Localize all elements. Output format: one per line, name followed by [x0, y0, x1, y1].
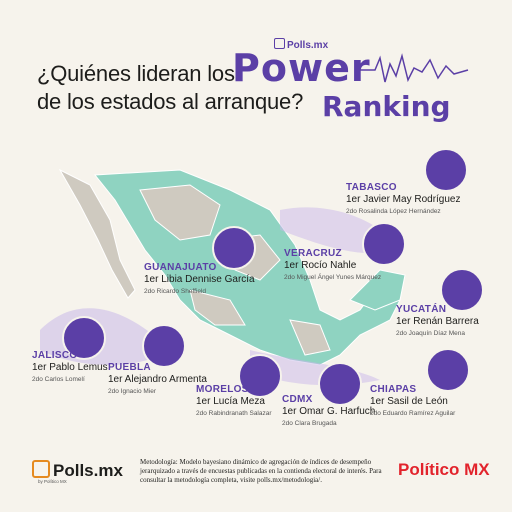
first-place-chiapas: 1er Sasil de León: [370, 396, 448, 407]
second-place-tabasco: 2do Rosalinda López Hernández: [346, 208, 441, 215]
avatar-cdmx: [318, 362, 362, 406]
headline-line1: ¿Quiénes lideran los: [37, 61, 235, 86]
pulse-line-decoration: [360, 53, 469, 83]
polls-logo: Polls.mx: [32, 460, 123, 481]
chart-icon: [32, 460, 50, 478]
second-place-veracruz: 2do Miguel Ángel Yunes Márquez: [284, 274, 382, 281]
methodology-note: Metodología: Modelo bayesiano dinámico d…: [140, 458, 382, 484]
state-label-morelos: MORELOS: [196, 384, 249, 395]
avatar-yucatan: [440, 268, 484, 312]
state-label-veracruz: VERACRUZ: [284, 248, 342, 259]
avatar-guanajuato: [212, 226, 256, 270]
state-label-puebla: PUEBLA: [108, 362, 151, 373]
second-place-guanajuato: 2do Ricardo Sheffield: [144, 288, 207, 295]
second-place-jalisco: 2do Carlos Lomelí: [32, 376, 85, 383]
avatar-veracruz: [362, 222, 406, 266]
state-label-chiapas: CHIAPAS: [370, 384, 417, 395]
first-place-jalisco: 1er Pablo Lemus: [32, 362, 108, 373]
ranking-word: Ranking: [322, 90, 451, 123]
politico-logo: Político MX: [398, 460, 490, 479]
avatar-chiapas: [426, 348, 470, 392]
second-place-chiapas: 2do Eduardo Ramírez Aguilar: [370, 410, 456, 417]
avatar-puebla: [142, 324, 186, 368]
first-place-tabasco: 1er Javier May Rodríguez: [346, 194, 461, 205]
state-label-guanajuato: GUANAJUATO: [144, 262, 217, 273]
second-place-puebla: 2do Ignacio Mier: [108, 388, 157, 395]
state-label-tabasco: TABASCO: [346, 182, 397, 193]
first-place-yucatan: 1er Renán Barrera: [396, 316, 479, 327]
avatar-morelos: [238, 354, 282, 398]
second-place-cdmx: 2do Clara Brugada: [282, 420, 337, 427]
first-place-guanajuato: 1er Libia Dennise García: [144, 274, 255, 285]
first-place-morelos: 1er Lucía Meza: [196, 396, 265, 407]
headline-line2: de los estados al arranque?: [37, 89, 304, 114]
avatar-jalisco: [62, 316, 106, 360]
first-place-cdmx: 1er Omar G. Harfuch: [282, 406, 376, 417]
first-place-veracruz: 1er Rocío Nahle: [284, 260, 357, 271]
state-label-cdmx: CDMX: [282, 394, 313, 405]
second-place-morelos: 2do Rabindranath Salazar: [196, 410, 272, 417]
avatar-tabasco: [424, 148, 468, 192]
headline: ¿Quiénes lideran los de los estados al a…: [37, 60, 303, 116]
polls-icon: [274, 38, 285, 49]
second-place-yucatan: 2do Joaquín Díaz Mena: [396, 330, 466, 337]
polls-byline: by Político MX: [38, 479, 67, 484]
first-place-puebla: 1er Alejandro Armenta: [108, 374, 207, 385]
polls-brand-small: Polls.mx: [274, 38, 328, 51]
state-label-yucatan: YUCATÁN: [396, 304, 447, 315]
state-label-jalisco: JALISCO: [32, 350, 78, 361]
power-word: Power: [232, 46, 371, 90]
